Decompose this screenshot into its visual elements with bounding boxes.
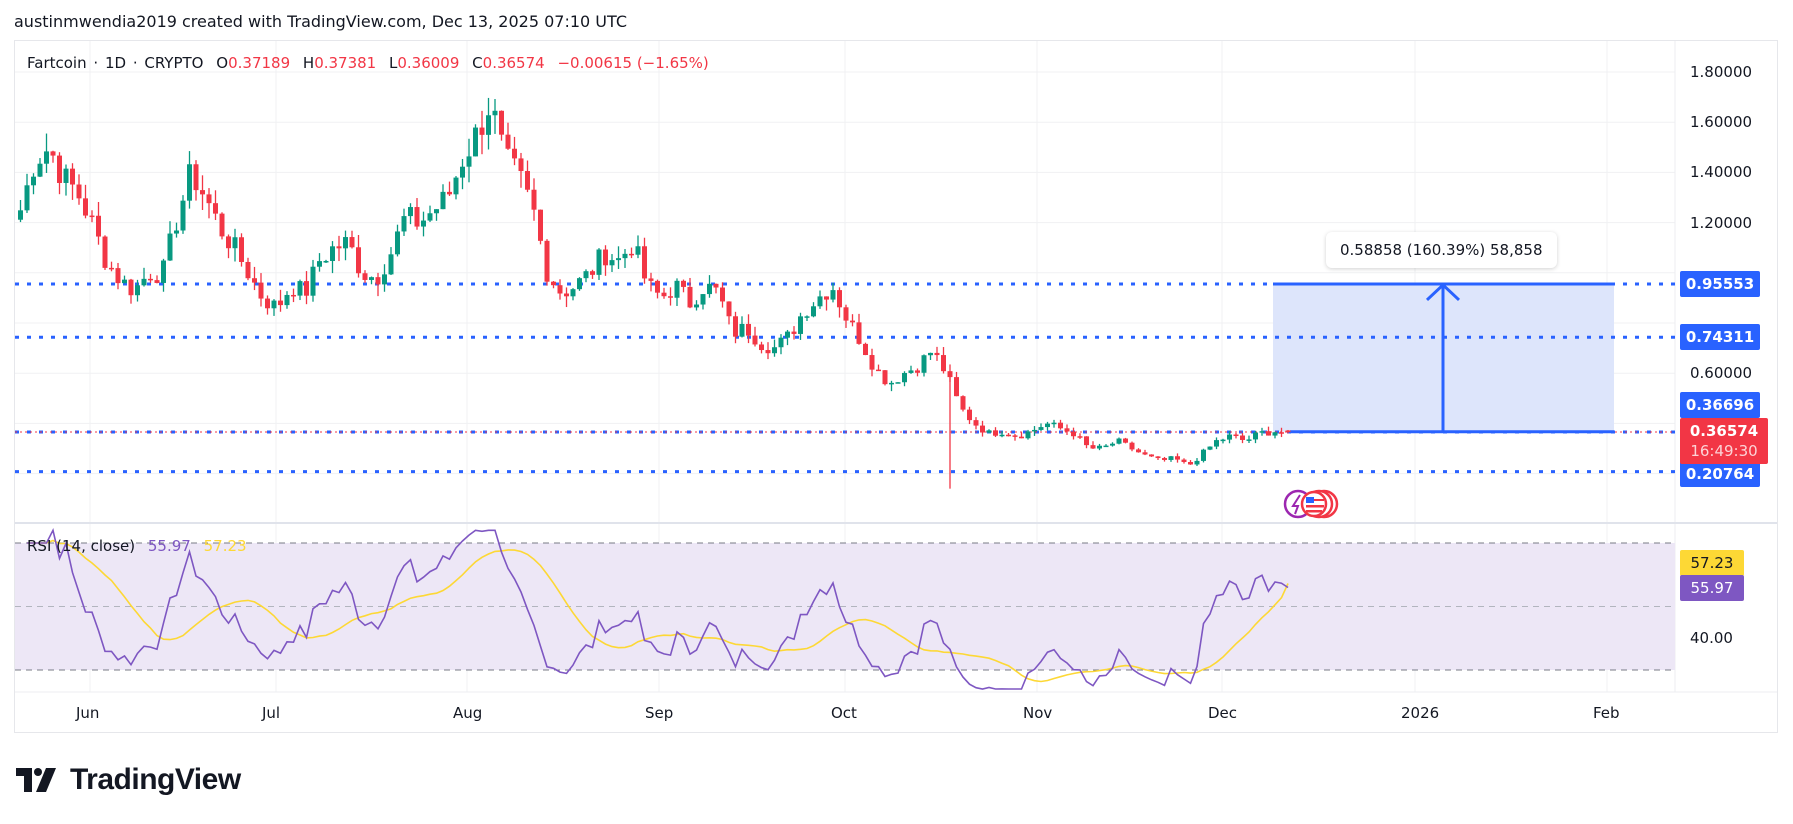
time-axis-tick: 2026 xyxy=(1401,704,1440,722)
rsi-tag: 55.97 xyxy=(1680,575,1744,601)
time-axis-tick: Feb xyxy=(1593,704,1620,722)
rsi-line xyxy=(27,527,1289,690)
price-axis-tick: 1.80000 xyxy=(1690,63,1753,81)
low-value: 0.36009 xyxy=(397,54,460,72)
symbol-name[interactable]: Fartcoin xyxy=(27,54,87,72)
time-axis-tick: Aug xyxy=(453,704,483,722)
rsi-title[interactable]: RSI (14, close) xyxy=(27,537,136,555)
rsi-axis-tick: 40.00 xyxy=(1690,629,1733,647)
rsi-ma-value: 57.23 xyxy=(203,537,247,555)
last-price-tag: 0.36574 16:49:30 xyxy=(1680,418,1768,464)
price-level-tag: 0.95553 xyxy=(1680,270,1760,297)
price-level-tag: 0.36696 xyxy=(1680,392,1760,418)
arrow-up-icon xyxy=(1425,282,1461,302)
symbol-legend: Fartcoin · 1D · CRYPTO O0.37189 H0.37381… xyxy=(27,54,709,72)
chart-attribution: austinmwendia2019 created with TradingVi… xyxy=(14,12,627,31)
rsi-value: 55.97 xyxy=(147,537,191,555)
exchange: CRYPTO xyxy=(144,54,204,72)
bar-countdown: 16:49:30 xyxy=(1690,442,1758,460)
time-axis-tick: Dec xyxy=(1208,704,1238,722)
tradingview-wordmark: TradingView xyxy=(70,763,241,796)
time-axis-tick: Sep xyxy=(645,704,674,722)
price-axis-tick: 0.60000 xyxy=(1690,364,1753,383)
time-axis-tick: Jun xyxy=(76,704,100,722)
rsi-legend: RSI (14, close) 55.97 57.23 xyxy=(27,537,247,555)
economic-events-icon[interactable] xyxy=(1282,488,1342,520)
long-position-label[interactable]: 0.58858 (160.39%) 58,858 xyxy=(1326,232,1557,268)
price-axis-tick: 1.20000 xyxy=(1690,213,1753,232)
time-axis-tick: Jul xyxy=(262,704,281,722)
price-axis-tick: 1.40000 xyxy=(1690,163,1753,182)
tradingview-logo-icon xyxy=(16,768,56,792)
rsi-ma-tag: 57.23 xyxy=(1680,550,1744,576)
close-value: 0.36574 xyxy=(482,54,545,72)
price-axis-tick: 1.60000 xyxy=(1690,113,1753,132)
tradingview-logo[interactable]: TradingView xyxy=(16,763,241,797)
interval[interactable]: 1D xyxy=(104,54,127,72)
rsi-ma-line xyxy=(27,539,1289,683)
change-value: −0.00615 (−1.65%) xyxy=(557,54,709,72)
candlestick-series[interactable] xyxy=(18,97,1291,467)
price-level-tag: 0.20764 xyxy=(1680,460,1760,487)
open-value: 0.37189 xyxy=(228,54,291,72)
time-axis-tick: Oct xyxy=(831,704,857,722)
price-level-tag: 0.74311 xyxy=(1680,324,1760,351)
time-axis-tick: Nov xyxy=(1023,704,1053,722)
high-value: 0.37381 xyxy=(314,54,377,72)
